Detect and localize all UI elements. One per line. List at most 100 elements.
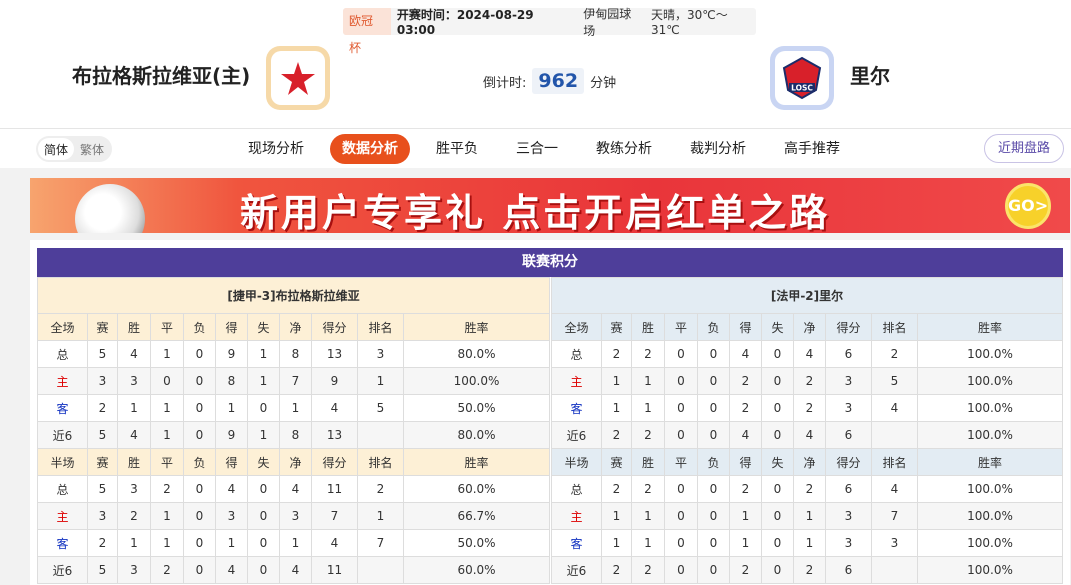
away-team-logo[interactable]: LOSC xyxy=(770,46,834,110)
stat-cell: 2 xyxy=(601,475,632,503)
stat-cell: 0 xyxy=(697,529,730,557)
stat-cell: 4 xyxy=(793,421,826,449)
stat-cell: 0 xyxy=(697,556,730,584)
stat-cell: 0 xyxy=(697,367,730,395)
stat-cell: 0 xyxy=(664,367,698,395)
stat-cell: 66.7% xyxy=(403,502,550,530)
stat-cell: 0 xyxy=(150,367,184,395)
tab-referee-analysis[interactable]: 裁判分析 xyxy=(690,141,746,157)
lang-traditional[interactable]: 繁体 xyxy=(80,143,105,157)
stat-cell: 4 xyxy=(311,529,358,557)
stat-cell: 6 xyxy=(825,556,872,584)
stat-cell: 4 xyxy=(279,475,312,503)
column-header: 净 xyxy=(793,313,826,341)
column-header: 得 xyxy=(729,313,762,341)
column-header-row: 全场赛胜平负得失净得分 排名 胜率 xyxy=(37,313,550,341)
stat-cell: 2 xyxy=(117,502,151,530)
column-header: 得 xyxy=(215,448,248,476)
row-label: 主 xyxy=(551,502,602,530)
column-header: 得分 xyxy=(311,313,358,341)
row-label: 客 xyxy=(37,394,88,422)
stat-cell: 80.0% xyxy=(403,421,550,449)
stat-cell: 4 xyxy=(729,421,762,449)
go-button[interactable]: GO> xyxy=(1005,183,1051,229)
stat-cell: 3 xyxy=(117,367,151,395)
stat-cell: 0 xyxy=(664,475,698,503)
column-header: 胜率 xyxy=(917,313,1063,341)
stat-cell: 0 xyxy=(697,502,730,530)
stat-cell: 2 xyxy=(729,556,762,584)
column-header-row: 全场赛胜平负得失净得分 排名 胜率 xyxy=(551,313,1063,341)
tab-data-analysis[interactable]: 数据分析 xyxy=(330,134,410,164)
competition-badge[interactable]: 欧冠杯 xyxy=(343,8,391,55)
stat-cell: 1 xyxy=(793,529,826,557)
stat-cell: 1 xyxy=(215,394,248,422)
countdown-value: 962 xyxy=(532,68,585,94)
stat-cell: 1 xyxy=(357,367,404,395)
stat-cell: 4 xyxy=(793,340,826,368)
stat-cell: 0 xyxy=(247,475,280,503)
stat-cell: 4 xyxy=(117,340,151,368)
stat-cell: 2 xyxy=(357,475,404,503)
team-header: [捷甲-3]布拉格斯拉维亚 xyxy=(37,277,550,314)
stat-cell: 1 xyxy=(150,394,184,422)
stat-cell: 9 xyxy=(215,340,248,368)
stat-cell: 0 xyxy=(761,394,794,422)
stat-cell: 4 xyxy=(311,394,358,422)
stat-cell: 50.0% xyxy=(403,394,550,422)
lang-simplified[interactable]: 简体 xyxy=(38,138,75,160)
recent-odds-button[interactable]: 近期盘路 xyxy=(984,134,1064,163)
stat-cell: 2 xyxy=(793,556,826,584)
stat-cell: 3 xyxy=(825,367,872,395)
away-team-name[interactable]: 里尔 xyxy=(850,64,890,88)
column-header: 胜率 xyxy=(917,448,1063,476)
home-team-name[interactable]: 布拉格斯拉维亚(主) xyxy=(72,64,251,88)
stat-cell: 1 xyxy=(601,529,632,557)
home-team-logo[interactable] xyxy=(266,46,330,110)
stat-cell xyxy=(357,421,404,449)
stat-cell: 2 xyxy=(793,394,826,422)
stat-cell: 60.0% xyxy=(403,475,550,503)
stat-cell: 2 xyxy=(871,340,918,368)
stat-cell: 0 xyxy=(183,421,216,449)
tab-1x2[interactable]: 胜平负 xyxy=(436,141,478,157)
stat-cell: 3 xyxy=(825,502,872,530)
stat-cell: 4 xyxy=(729,340,762,368)
away-standings-table: [法甲-2]里尔 全场赛胜平负得失净得分 排名 胜率总 2 2 0 0 4 0 4 6 2 100.0% 主… xyxy=(551,277,1063,584)
table-row: 总 5 4 1 0 9 1 8 13 3 80.0% xyxy=(37,340,550,368)
stat-cell: 0 xyxy=(697,340,730,368)
stat-cell: 8 xyxy=(279,421,312,449)
language-toggle[interactable]: 简体 繁体 xyxy=(36,136,113,162)
stat-cell: 100.0% xyxy=(917,340,1063,368)
section-label: 全场 xyxy=(37,313,88,341)
tab-three-in-one[interactable]: 三合一 xyxy=(516,141,558,157)
stat-cell: 0 xyxy=(183,475,216,503)
stat-cell: 13 xyxy=(311,421,358,449)
stat-cell: 0 xyxy=(183,394,216,422)
stat-cell: 100.0% xyxy=(917,502,1063,530)
stat-cell: 5 xyxy=(87,475,118,503)
stat-cell: 0 xyxy=(183,529,216,557)
tab-expert-picks[interactable]: 高手推荐 xyxy=(784,141,840,157)
stat-cell: 0 xyxy=(664,394,698,422)
column-header-row: 半场赛胜平负得失净得分 排名 胜率 xyxy=(551,448,1063,476)
stat-cell: 100.0% xyxy=(403,367,550,395)
stat-cell: 5 xyxy=(871,367,918,395)
column-header: 平 xyxy=(664,448,698,476)
column-header: 胜率 xyxy=(403,313,550,341)
stat-cell xyxy=(357,556,404,584)
stat-cell: 0 xyxy=(761,502,794,530)
stat-cell: 60.0% xyxy=(403,556,550,584)
stat-cell: 2 xyxy=(631,556,665,584)
stat-cell: 4 xyxy=(871,475,918,503)
tab-live-analysis[interactable]: 现场分析 xyxy=(248,141,304,157)
stat-cell: 50.0% xyxy=(403,529,550,557)
table-row: 近6 2 2 0 0 4 0 4 6 100.0% xyxy=(551,421,1063,449)
slavia-star-icon xyxy=(281,62,315,95)
table-row: 总 2 2 0 0 2 0 2 6 4 100.0% xyxy=(551,475,1063,503)
tab-coach-analysis[interactable]: 教练分析 xyxy=(596,141,652,157)
promo-banner[interactable]: 新用户专享礼 点击开启红单之路 GO> xyxy=(30,178,1070,233)
column-header: 失 xyxy=(761,448,794,476)
stat-cell: 2 xyxy=(631,340,665,368)
stat-cell: 100.0% xyxy=(917,529,1063,557)
